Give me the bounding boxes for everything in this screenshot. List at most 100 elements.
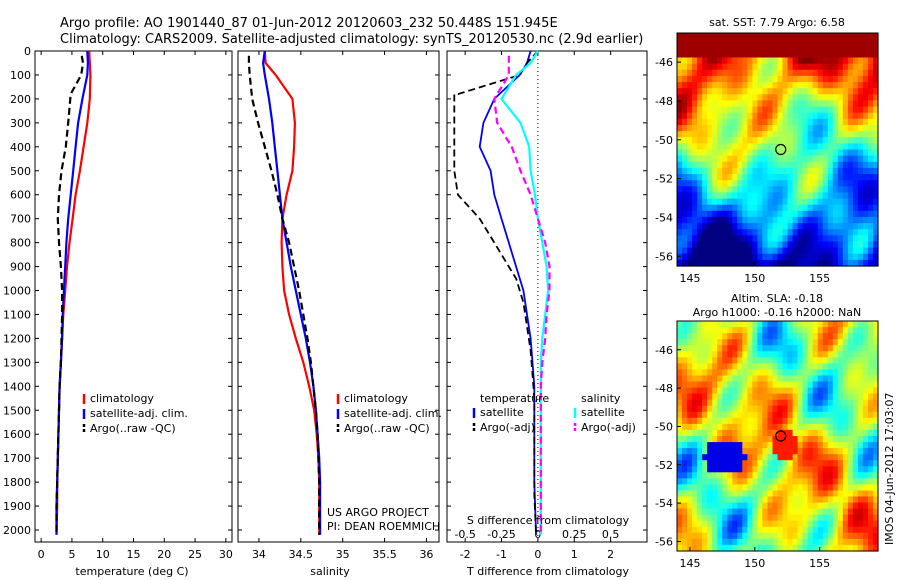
map-cell (777, 57, 784, 65)
map-cell (722, 137, 728, 144)
map-cell (817, 544, 824, 552)
map-cell (792, 514, 799, 522)
map-cell (787, 387, 794, 395)
map-cell (782, 381, 789, 389)
map-cell (873, 63, 879, 71)
map-cell (852, 363, 859, 371)
map-cell (697, 345, 703, 352)
map-cell (777, 387, 784, 395)
map-cell (802, 417, 809, 425)
map-cell (802, 174, 809, 181)
map-cell (722, 357, 728, 364)
map-cell (737, 423, 743, 431)
map-cell (812, 100, 819, 108)
map-cell (772, 460, 779, 467)
map-cell (727, 88, 733, 95)
map-cell (868, 369, 874, 377)
map-cell (832, 454, 839, 461)
map-cell (692, 88, 698, 95)
map-cell (807, 57, 814, 65)
map-cell (757, 429, 763, 437)
map-cell (767, 94, 774, 101)
map-cell (752, 106, 758, 114)
map-cell (787, 229, 794, 236)
map-cell (782, 478, 789, 486)
map-cell (757, 484, 763, 492)
map-cell (822, 502, 829, 510)
map-cell (857, 429, 864, 437)
map-cell (807, 192, 814, 200)
map-cell (837, 229, 844, 236)
map-cell (717, 369, 723, 377)
map-cell (852, 429, 859, 437)
map-cell (832, 137, 839, 144)
map-cell (837, 223, 844, 230)
map-cell (822, 466, 829, 473)
map-cell (802, 520, 809, 528)
map-cell (742, 253, 748, 261)
map-cell (812, 75, 819, 83)
map-cell (873, 532, 879, 540)
map-cell (697, 39, 703, 46)
map-cell (772, 345, 779, 352)
map-cell (752, 94, 758, 101)
map-cell (797, 375, 804, 383)
map-cell (802, 538, 809, 546)
map-cell (712, 339, 718, 346)
map-cell (692, 532, 698, 540)
map-cell (832, 502, 839, 510)
map-cell (752, 57, 758, 65)
map-cell (792, 192, 799, 200)
map-cell (812, 204, 819, 212)
map-cell (847, 345, 854, 352)
map-cell (862, 235, 869, 242)
map-cell (842, 399, 849, 407)
map-cell (707, 106, 713, 114)
map-cell (857, 39, 864, 46)
map-cell (762, 186, 768, 193)
map-cell (702, 125, 708, 132)
map-cell (742, 466, 748, 473)
map-cell (817, 381, 824, 389)
map-cell (717, 51, 723, 59)
map-cell (722, 448, 728, 455)
map-cell (722, 57, 728, 65)
map-cell (862, 472, 869, 479)
map-cell (797, 235, 804, 242)
map-cell (873, 429, 879, 437)
map-cell (707, 369, 713, 377)
map-cell (707, 192, 713, 200)
map-cell (857, 339, 864, 346)
map-cell (868, 423, 874, 431)
salinity-axis-title: salinity (310, 565, 350, 578)
map-cell (757, 423, 763, 431)
map-cell (717, 417, 723, 425)
map-cell (722, 45, 728, 52)
map-cell (787, 118, 794, 126)
map-cell (797, 180, 804, 187)
map-cell (812, 460, 819, 467)
map-cell (692, 149, 698, 157)
map-cell (873, 411, 879, 419)
map-cell (762, 82, 768, 89)
map-cell (812, 508, 819, 516)
map-cell (727, 363, 733, 371)
map-cell (822, 137, 829, 144)
map-cell (842, 345, 849, 352)
map-cell (752, 472, 758, 479)
map-cell (707, 229, 713, 236)
map-cell (762, 327, 768, 334)
map-cell (832, 253, 839, 261)
map-cell (767, 454, 774, 461)
map-cell (822, 155, 829, 163)
map-cell (832, 526, 839, 534)
map-cell (873, 442, 879, 449)
map-cell (857, 472, 864, 479)
map-cell (827, 180, 834, 187)
map-cell (817, 454, 824, 461)
map-cell (782, 94, 789, 101)
map-cell (837, 118, 844, 126)
map-cell (827, 544, 834, 552)
map-cell (817, 514, 824, 522)
map-cell (862, 204, 869, 212)
